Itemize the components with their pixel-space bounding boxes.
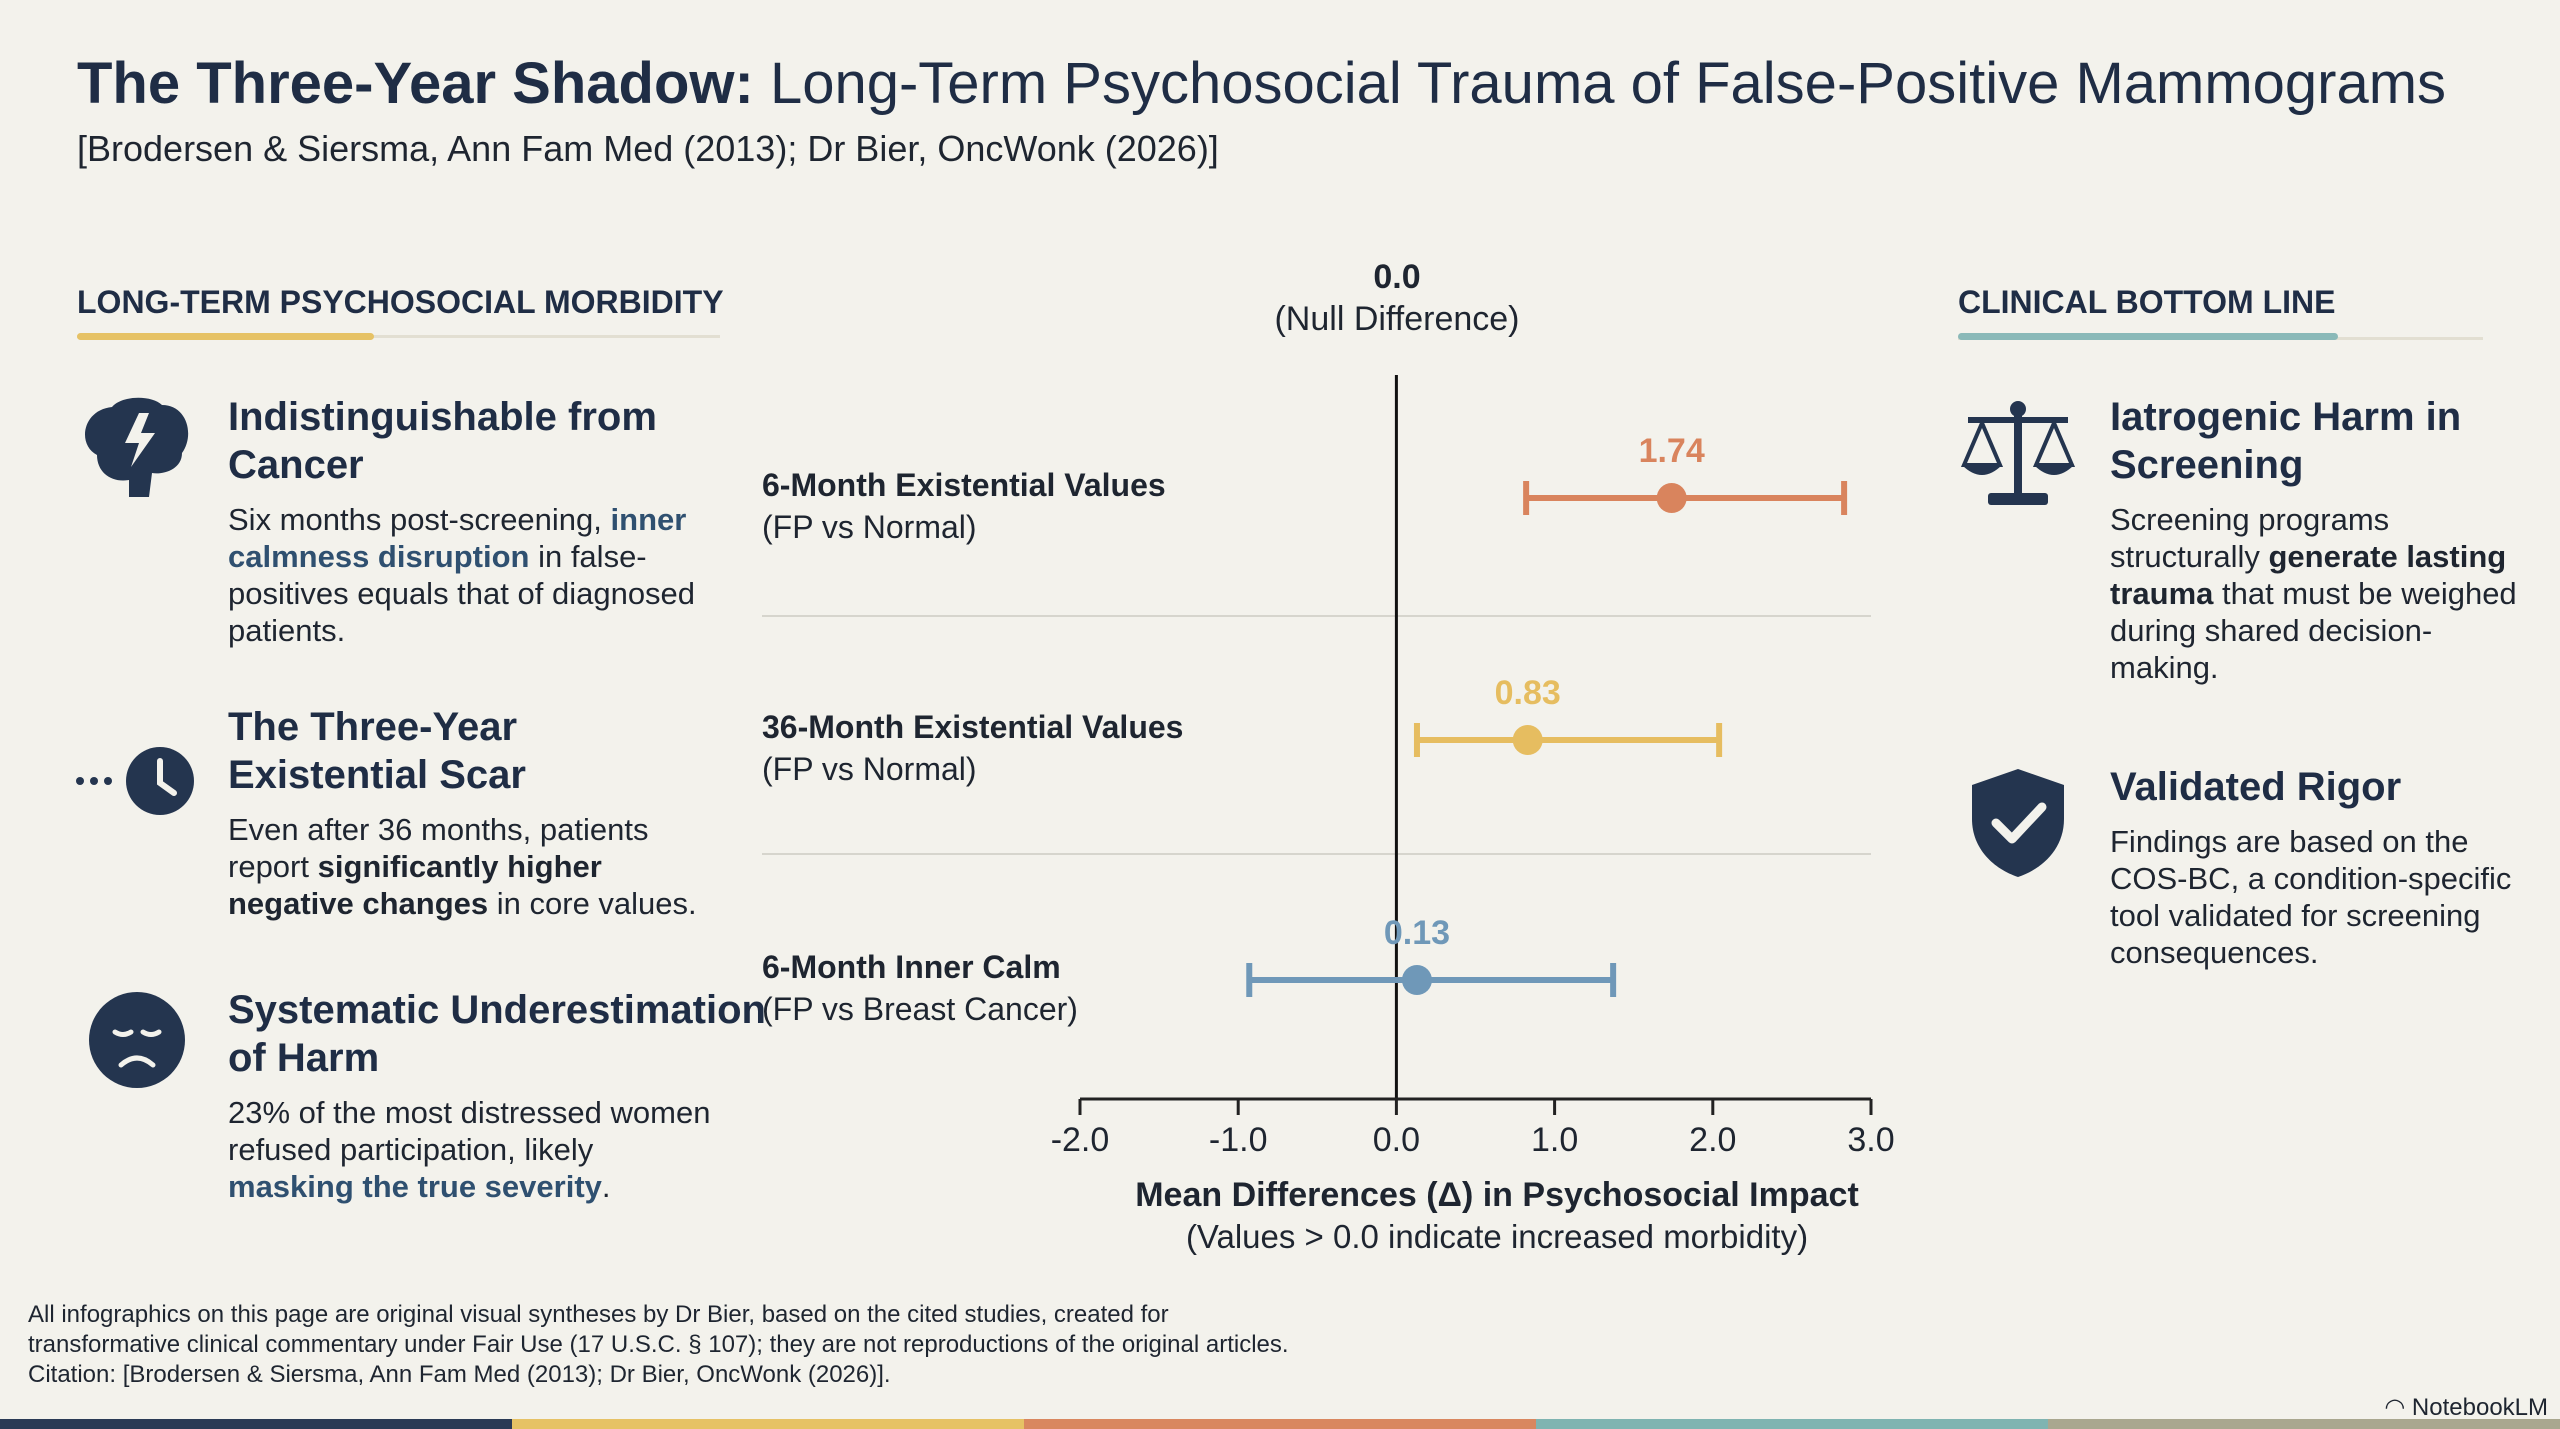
value-label: 0.13 <box>1384 914 1450 952</box>
x-tick-label: 0.0 <box>1372 1121 1421 1159</box>
brain-lightning-icon <box>72 395 202 505</box>
sad-face-icon <box>82 985 192 1095</box>
brand-watermark: ◠ NotebookLM <box>2384 1394 2548 1421</box>
notebooklm-logo-icon: ◠ <box>2384 1394 2412 1421</box>
x-tick-label: -2.0 <box>1050 1121 1110 1159</box>
footer-line: All infographics on this page are origin… <box>28 1301 1169 1328</box>
subtitle: [Brodersen & Siersma, Ann Fam Med (2013)… <box>77 128 1219 169</box>
row-subtitle: (FP vs Normal) <box>762 509 977 545</box>
shield-check-icon <box>1965 765 2070 880</box>
x-axis-sublabel: (Values > 0.0 indicate increased morbidi… <box>1185 1218 1809 1255</box>
item-title: Systematic Underestimation of Harm <box>228 988 766 1080</box>
left-item: Indistinguishable from Cancer Six months… <box>228 393 698 649</box>
item-title: Validated Rigor <box>2110 765 2402 809</box>
scales-icon <box>1955 395 2080 510</box>
item-body: Even after 36 months, patients report si… <box>228 812 697 921</box>
item-body: Six months post-screening, inner calmnes… <box>228 502 696 648</box>
row-label: 36-Month Existential Values (FP vs Normal… <box>762 706 1183 790</box>
row-title: 36-Month Existential Values <box>762 709 1184 745</box>
x-tick-label: 1.0 <box>1530 1121 1579 1159</box>
value-label: 0.83 <box>1495 674 1561 712</box>
divider <box>77 335 720 338</box>
null-sublabel: (Null Difference) <box>1274 300 1520 338</box>
row-subtitle: (FP vs Breast Cancer) <box>762 991 1078 1027</box>
right-item: Validated Rigor Findings are based on th… <box>2110 763 2540 971</box>
heading-accent <box>77 333 374 340</box>
null-label: 0.0 <box>1373 258 1421 296</box>
left-heading: LONG-TERM PSYCHOSOCIAL MORBIDITY <box>77 284 724 320</box>
point-estimate <box>1401 965 1432 995</box>
color-stripe <box>0 1419 2560 1429</box>
item-title: The Three-Year Existential Scar <box>228 705 526 797</box>
item-body: Findings are based on the COS-BC, a cond… <box>2110 824 2512 970</box>
x-axis-label: Mean Differences (Δ) in Psychosocial Imp… <box>1135 1176 1859 1214</box>
footer-disclaimer: All infographics on this page are origin… <box>28 1300 1289 1390</box>
title-bold: The Three-Year Shadow: <box>77 51 754 116</box>
point-estimate <box>1512 725 1543 755</box>
item-body: Screening programs structurally generate… <box>2110 502 2517 685</box>
right-item: Iatrogenic Harm in Screening Screening p… <box>2110 393 2540 686</box>
item-body: 23% of the most distressed women refused… <box>228 1095 711 1204</box>
item-title: Indistinguishable from Cancer <box>228 395 657 487</box>
footer-line: transformative clinical commentary under… <box>28 1331 1289 1358</box>
x-tick-label: 3.0 <box>1847 1121 1895 1159</box>
clock-icon <box>72 745 202 817</box>
point-estimate <box>1656 483 1687 513</box>
row-subtitle: (FP vs Normal) <box>762 751 977 787</box>
row-title: 6-Month Existential Values <box>762 467 1166 503</box>
item-title: Iatrogenic Harm in Screening <box>2110 395 2462 487</box>
left-item: Systematic Underestimation of Harm 23% o… <box>228 986 788 1205</box>
heading-accent <box>1958 333 2338 340</box>
right-heading: CLINICAL BOTTOM LINE <box>1958 284 2336 320</box>
footer-citation: Citation: [Brodersen & Siersma, Ann Fam … <box>28 1361 891 1388</box>
title-rest: Long-Term Psychosocial Trauma of False-P… <box>753 51 2447 116</box>
row-label: 6-Month Existential Values (FP vs Normal) <box>762 464 1166 548</box>
row-label: 6-Month Inner Calm (FP vs Breast Cancer) <box>762 946 1078 1030</box>
x-tick-label: 2.0 <box>1689 1121 1737 1159</box>
value-label: 1.74 <box>1639 432 1705 470</box>
page-title: The Three-Year Shadow: Long-Term Psychos… <box>77 50 2446 117</box>
left-item: The Three-Year Existential Scar Even aft… <box>228 703 718 922</box>
row-title: 6-Month Inner Calm <box>762 949 1061 985</box>
x-tick-label: -1.0 <box>1208 1121 1268 1159</box>
